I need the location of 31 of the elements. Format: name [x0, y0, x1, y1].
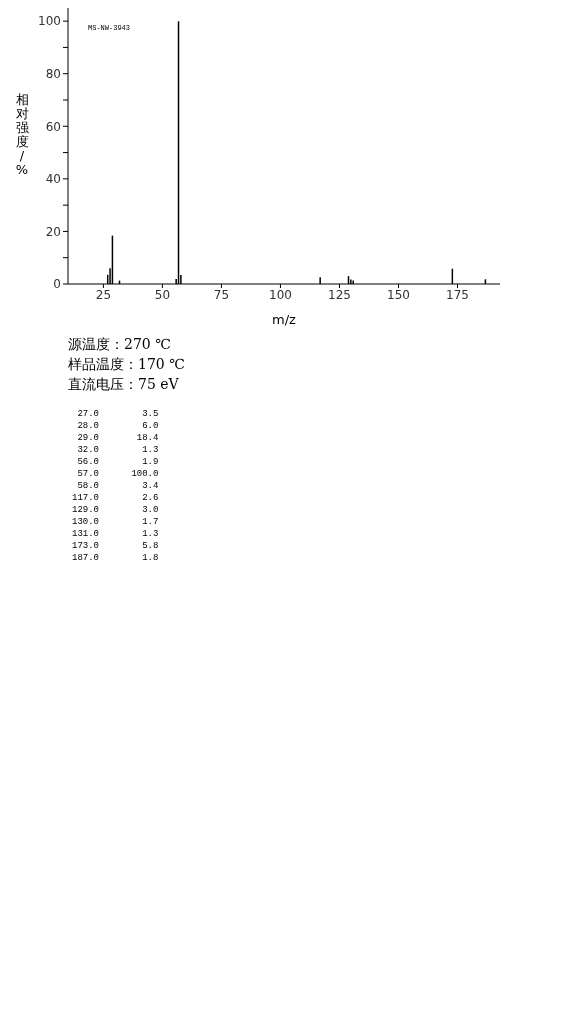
- text: 57.0 100.0: [76, 468, 160, 480]
- x-tick-label: 175: [446, 287, 469, 302]
- x-tick-label: 50: [154, 287, 171, 302]
- x-tick-label: 150: [387, 287, 410, 302]
- text: 129.0 3.0: [72, 504, 160, 516]
- text: 117.0 2.6: [72, 492, 160, 504]
- text: 187.0 1.8: [72, 552, 160, 564]
- y-tick-label: 60: [45, 119, 61, 134]
- text: 29.0 18.4: [76, 432, 160, 444]
- x-axis-title: m/z: [272, 312, 297, 327]
- y-tick-label: 0: [53, 277, 61, 292]
- text: 源温度：270 ℃: [68, 335, 172, 354]
- text: 直流电压：75 eV: [68, 375, 180, 394]
- text: 130.0 1.7: [72, 516, 160, 528]
- text: 32.0 1.3: [76, 444, 160, 456]
- y-tick-label: 40: [45, 172, 61, 187]
- text: 27.0 3.5: [76, 408, 160, 420]
- y-tick-label: 100: [38, 14, 61, 29]
- text: 56.0 1.9: [76, 456, 160, 468]
- text: 样品温度：170 ℃: [68, 355, 186, 374]
- y-tick-label: 20: [45, 224, 61, 239]
- x-tick-label: 100: [269, 287, 292, 302]
- x-tick-label: 25: [95, 287, 112, 302]
- y-axis-title: 相对强度/%: [15, 92, 29, 177]
- text: 173.0 5.8: [72, 540, 160, 552]
- text: 58.0 3.4: [76, 480, 160, 492]
- x-tick-label: 125: [328, 287, 351, 302]
- y-tick-label: 80: [45, 66, 61, 81]
- text: 28.0 6.0: [76, 420, 160, 432]
- text: 131.0 1.3: [72, 528, 160, 540]
- x-tick-label: 75: [213, 287, 230, 302]
